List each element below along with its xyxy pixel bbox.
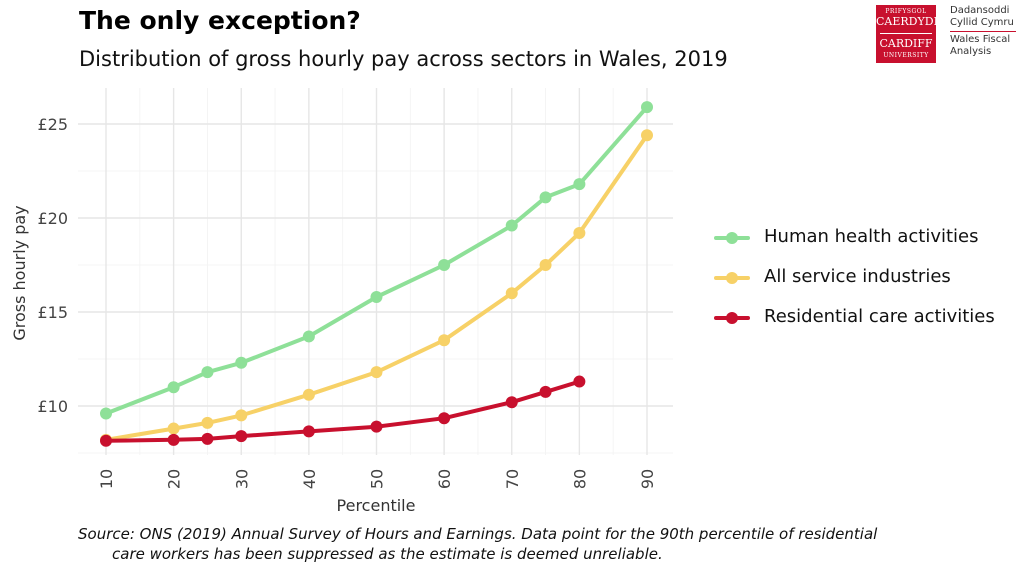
x-tick-label: 40 bbox=[300, 469, 319, 489]
data-point bbox=[438, 259, 451, 271]
x-tick-label: 70 bbox=[503, 469, 522, 489]
data-point bbox=[302, 388, 315, 401]
series-layer bbox=[100, 101, 653, 447]
series-line bbox=[104, 379, 582, 443]
x-tick-label: 10 bbox=[97, 469, 116, 489]
caption-line-1: Source: ONS (2019) Annual Survey of Hour… bbox=[78, 525, 878, 543]
data-point bbox=[370, 420, 383, 433]
y-tick-label: £25 bbox=[37, 115, 68, 134]
x-tick-label: 80 bbox=[570, 469, 589, 489]
data-point bbox=[167, 381, 180, 394]
legend-item: Human health activities bbox=[712, 226, 1012, 266]
data-point bbox=[235, 409, 248, 422]
data-point bbox=[539, 259, 552, 271]
logo-text: Dadansoddi Cyllid Cymru Wales Fiscal Ana… bbox=[950, 5, 1024, 58]
data-point bbox=[573, 375, 586, 388]
y-tick-label: £15 bbox=[37, 303, 68, 322]
chart-subtitle: Distribution of gross hourly pay across … bbox=[79, 47, 728, 71]
series-human-health-activities bbox=[100, 101, 653, 420]
x-tick-label: 30 bbox=[232, 469, 251, 489]
legend-swatch-icon bbox=[714, 312, 750, 324]
logo-text-line: Cyllid Cymru bbox=[950, 17, 1014, 28]
data-point bbox=[235, 356, 248, 369]
grid-layer bbox=[78, 88, 673, 455]
logo-text-line: Analysis bbox=[950, 46, 992, 57]
y-tick-label: £20 bbox=[37, 209, 68, 228]
data-point bbox=[201, 416, 214, 429]
caption-line-2: care workers has been suppressed as the … bbox=[112, 545, 663, 563]
axis-layer: £10 £15 £20 £25 10 20 30 40 50 60 70 80 90 bbox=[37, 115, 657, 489]
data-point bbox=[438, 334, 451, 347]
data-point bbox=[505, 287, 518, 300]
data-point bbox=[641, 129, 653, 142]
cardiff-university-logo-icon: PRIFYSGOL CAERDYDD CARDIFF UNIVERSITY bbox=[876, 5, 942, 63]
x-tick-label: 20 bbox=[165, 469, 184, 489]
x-tick-label: 50 bbox=[368, 469, 387, 489]
data-point bbox=[167, 422, 180, 435]
legend-swatch-icon bbox=[714, 232, 750, 244]
y-tick-label: £10 bbox=[37, 397, 68, 416]
data-point bbox=[167, 433, 180, 446]
series-residential-care-activities bbox=[100, 375, 586, 447]
x-tick-label: 60 bbox=[435, 469, 454, 489]
logo-text-line: Dadansoddi bbox=[950, 5, 1010, 16]
y-axis-label: Gross hourly pay bbox=[10, 205, 29, 340]
data-point bbox=[201, 432, 214, 445]
chart-title: The only exception? bbox=[79, 6, 361, 35]
data-point bbox=[100, 407, 112, 420]
logo-text-line: Wales Fiscal bbox=[950, 34, 1011, 45]
chart-legend: Human health activities All service indus… bbox=[712, 226, 1012, 346]
data-point bbox=[302, 330, 315, 343]
data-point bbox=[573, 227, 586, 240]
legend-item: Residential care activities bbox=[712, 306, 1012, 346]
data-point bbox=[505, 219, 518, 232]
data-point bbox=[505, 396, 518, 409]
x-tick-label: 90 bbox=[638, 469, 657, 489]
data-point bbox=[100, 434, 112, 447]
legend-item: All service industries bbox=[712, 266, 1012, 306]
data-point bbox=[438, 412, 451, 425]
data-point bbox=[641, 101, 653, 114]
legend-label: Residential care activities bbox=[764, 306, 995, 327]
x-axis-label: Percentile bbox=[337, 496, 416, 515]
data-point bbox=[539, 191, 552, 204]
data-point bbox=[539, 385, 552, 398]
legend-label: Human health activities bbox=[764, 226, 979, 247]
wales-fiscal-analysis-logo: PRIFYSGOL CAERDYDD CARDIFF UNIVERSITY Da… bbox=[876, 5, 1024, 63]
data-point bbox=[302, 425, 315, 438]
data-point bbox=[573, 178, 586, 191]
data-point bbox=[370, 366, 383, 379]
source-caption: Source: ONS (2019) Annual Survey of Hour… bbox=[78, 524, 1008, 564]
data-point bbox=[235, 430, 248, 443]
legend-label: All service industries bbox=[764, 266, 951, 287]
legend-swatch-icon bbox=[714, 272, 750, 284]
data-point bbox=[201, 366, 214, 379]
data-point bbox=[370, 290, 383, 303]
